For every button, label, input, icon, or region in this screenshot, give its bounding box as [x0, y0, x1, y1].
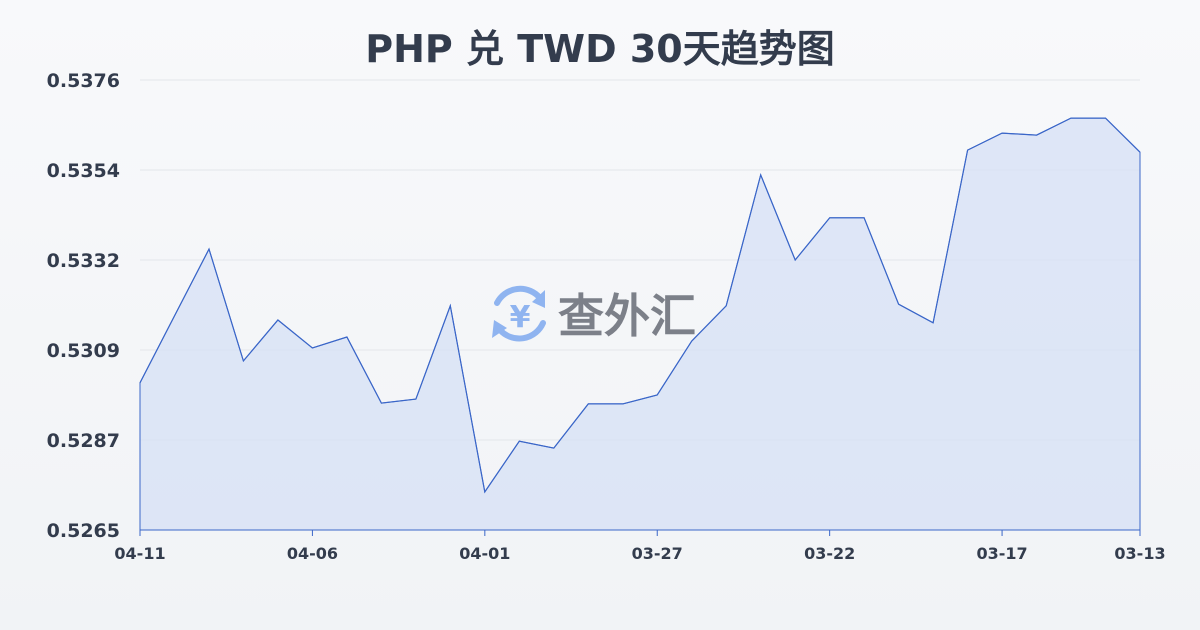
- y-tick-label: 0.5287: [47, 430, 120, 452]
- watermark: ¥ 查外汇: [492, 285, 696, 343]
- x-tick-label: 03-17: [976, 544, 1027, 563]
- yen-exchange-icon: ¥: [492, 285, 546, 342]
- x-tick-label: 03-22: [804, 544, 855, 563]
- x-tick-label: 04-11: [114, 544, 165, 563]
- y-tick-label: 0.5332: [47, 250, 120, 272]
- watermark-text: 查外汇: [558, 289, 696, 343]
- y-tick-label: 0.5376: [47, 70, 120, 92]
- x-tick-label: 04-06: [287, 544, 338, 563]
- y-tick-label: 0.5309: [47, 340, 120, 362]
- x-tick-label: 03-13: [1114, 544, 1165, 563]
- x-tick-label: 04-01: [459, 544, 510, 563]
- chart-title: PHP 兑 TWD 30天趋势图: [365, 27, 835, 71]
- svg-text:¥: ¥: [510, 300, 531, 335]
- y-tick-label: 0.5265: [47, 520, 120, 542]
- x-tick-label: 03-27: [632, 544, 683, 563]
- series-line: [139, 117, 1141, 494]
- y-tick-label: 0.5354: [47, 160, 120, 182]
